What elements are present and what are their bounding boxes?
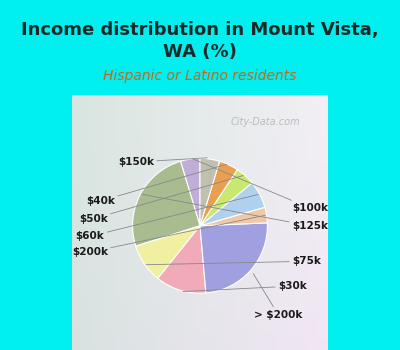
- Text: City-Data.com: City-Data.com: [231, 117, 300, 127]
- Wedge shape: [200, 183, 265, 226]
- Text: $40k: $40k: [86, 164, 227, 206]
- Wedge shape: [200, 223, 268, 293]
- Wedge shape: [132, 161, 200, 246]
- Wedge shape: [200, 170, 252, 226]
- Text: $100k: $100k: [192, 159, 328, 213]
- Text: Income distribution in Mount Vista,
WA (%): Income distribution in Mount Vista, WA (…: [21, 21, 379, 61]
- Wedge shape: [200, 158, 220, 226]
- Text: $30k: $30k: [183, 281, 307, 292]
- Text: > $200k: > $200k: [253, 274, 302, 320]
- Text: $75k: $75k: [146, 256, 321, 266]
- Text: Hispanic or Latino residents: Hispanic or Latino residents: [103, 69, 297, 83]
- Text: $125k: $125k: [142, 194, 328, 231]
- Wedge shape: [180, 158, 200, 226]
- Wedge shape: [158, 226, 206, 293]
- Text: $200k: $200k: [72, 215, 265, 257]
- Text: $150k: $150k: [118, 157, 207, 167]
- Wedge shape: [200, 207, 267, 226]
- Wedge shape: [200, 161, 237, 226]
- Text: $50k: $50k: [79, 175, 244, 224]
- Text: $60k: $60k: [76, 194, 258, 242]
- Wedge shape: [136, 226, 200, 278]
